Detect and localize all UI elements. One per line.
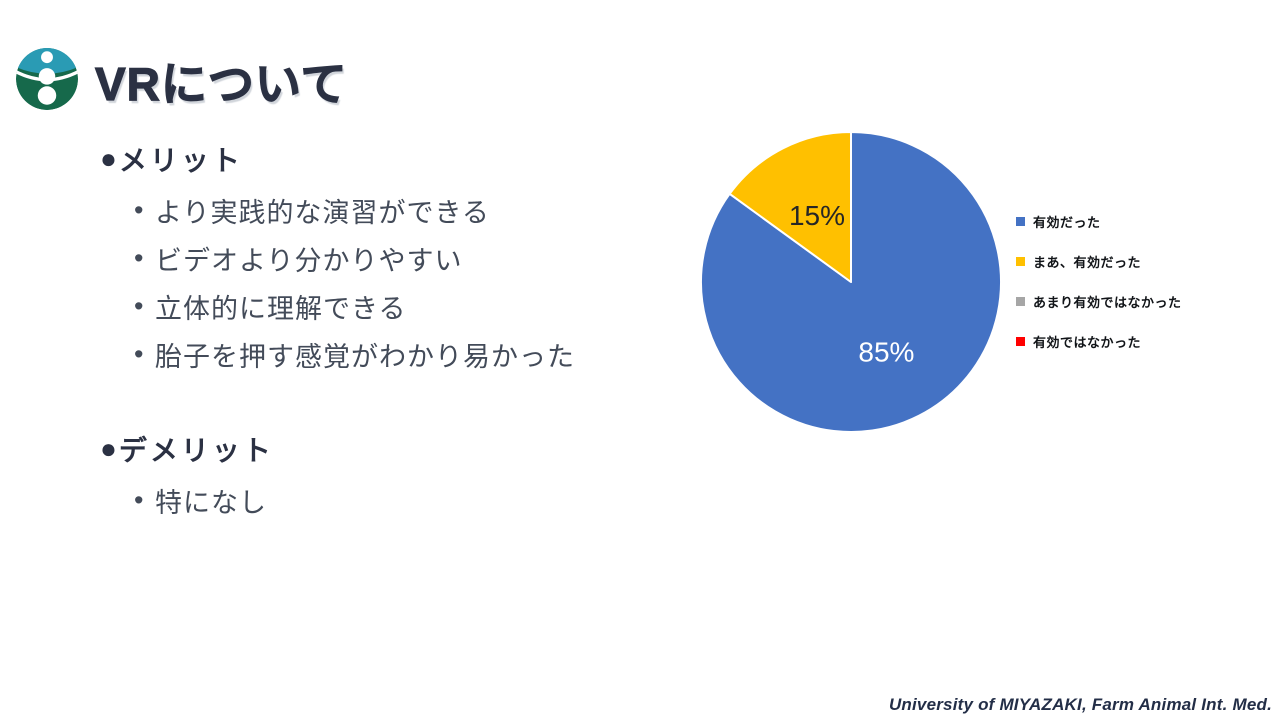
bullet-section-1: ● デメリット • 特になし xyxy=(100,431,680,524)
section-header: ● メリット xyxy=(100,141,680,177)
bullet-item: • 特になし xyxy=(100,476,680,524)
legend-label: 有効ではなかった xyxy=(1033,334,1142,350)
bullet-item-label: 立体的に理解できる xyxy=(155,293,407,324)
legend-label: 有効だった xyxy=(1033,214,1101,230)
legend-swatch-icon xyxy=(1016,256,1025,266)
legend-label: あまり有効ではなかった xyxy=(1033,294,1182,310)
item-bullet-icon: • xyxy=(134,338,144,369)
legend-item-1: まあ、有効だった xyxy=(1016,241,1182,281)
item-bullet-icon: • xyxy=(134,194,144,225)
item-bullet-icon: • xyxy=(134,242,144,273)
bullet-item-label: より実践的な演習ができる xyxy=(155,197,490,228)
legend-item-2: あまり有効ではなかった xyxy=(1016,281,1182,321)
chart-legend: 有効だったまあ、有効だったあまり有効ではなかった 有効ではなかった xyxy=(1016,201,1182,361)
bullet-item: • 胎子を押す感覚がわかり易かった xyxy=(100,330,680,378)
pie-slice-1 xyxy=(728,131,852,283)
logo-figure-body-lower xyxy=(37,86,57,105)
bullet-sections: ● メリット • より実践的な演習ができる • ビデオより分かりやすい • 立体的に理解できる… xyxy=(100,141,680,524)
logo-figure-head xyxy=(41,51,53,64)
logo-figure-body-upper xyxy=(38,68,56,85)
bullet-item-label: 胎子を押す感覚がわかり易かった xyxy=(155,341,575,372)
bullet-item: • より実践的な演習ができる xyxy=(100,186,680,234)
section-bullet-icon: ● xyxy=(100,143,117,174)
bullet-item-label: 特になし xyxy=(155,487,267,518)
university-logo-icon xyxy=(15,47,79,111)
item-bullet-icon: • xyxy=(134,290,144,321)
pie-data-label: 15% xyxy=(789,200,845,231)
slide-title: VRについて xyxy=(94,57,348,110)
footer-credit: University of MIYAZAKI, Farm Animal Int.… xyxy=(888,695,1272,714)
legend-item-0: 有効だった xyxy=(1016,201,1182,241)
legend-swatch-icon xyxy=(1016,216,1025,226)
pie-data-label: 85% xyxy=(858,336,914,367)
bullet-item: • 立体的に理解できる xyxy=(100,282,680,330)
legend-swatch-icon xyxy=(1016,296,1025,306)
section-header-label: デメリット xyxy=(118,435,274,466)
bullet-section-0: ● メリット • より実践的な演習ができる • ビデオより分かりやすい • 立体的に理解できる… xyxy=(100,141,680,378)
legend-swatch-icon xyxy=(1016,336,1025,346)
section-bullet-icon: ● xyxy=(100,433,117,464)
bullet-item: • ビデオより分かりやすい xyxy=(100,234,680,282)
legend-item-3: 有効ではなかった xyxy=(1016,321,1182,361)
section-header-label: メリット xyxy=(118,145,243,176)
bullet-item-label: ビデオより分かりやすい xyxy=(155,245,463,276)
legend-label: まあ、有効だった xyxy=(1033,254,1142,270)
section-header: ● デメリット xyxy=(100,431,680,467)
item-bullet-icon: • xyxy=(134,484,144,515)
pie-chart: 85% 15% xyxy=(700,131,1002,433)
